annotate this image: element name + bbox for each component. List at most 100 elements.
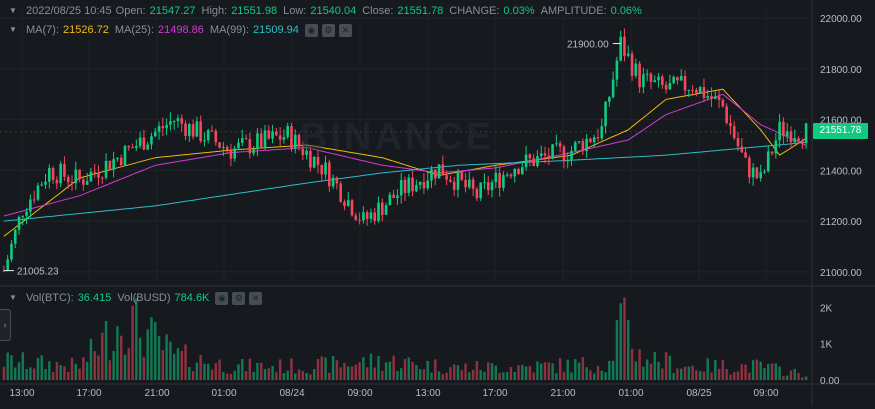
candle-body	[630, 53, 634, 76]
candle-body	[471, 179, 475, 189]
volume-bar	[702, 371, 706, 380]
volume-bar	[710, 372, 713, 380]
candle-body	[536, 156, 539, 166]
volume-bar	[490, 363, 494, 380]
volume-bar	[505, 372, 509, 380]
ma-legend: ▼ MA(7): 21526.72 MA(25): 21498.86 MA(99…	[0, 22, 356, 38]
candle-body	[195, 121, 199, 137]
candle-body	[184, 123, 187, 136]
collapse-legend-icon[interactable]: ▼	[9, 6, 17, 15]
volume-bar	[574, 359, 577, 380]
volume-bar	[608, 360, 611, 380]
candle-body	[165, 124, 168, 129]
volume-bar	[513, 371, 516, 380]
candle-body	[93, 171, 97, 173]
candle-body	[638, 63, 641, 88]
candle-body	[399, 180, 403, 196]
candle-body	[729, 122, 732, 127]
candle-body	[600, 126, 604, 139]
candle-body	[25, 211, 28, 216]
candle-body	[785, 131, 789, 137]
candle-body	[577, 141, 581, 143]
ma99-value: 21509.94	[253, 24, 299, 36]
candle-body	[369, 212, 373, 219]
candle-body	[679, 76, 683, 81]
volume-bar	[793, 368, 796, 380]
volume-bar	[320, 356, 323, 380]
vol-settings-icon[interactable]: ⚙	[232, 291, 246, 305]
ma-line-ma7	[3, 88, 807, 237]
volume-legend: ▼ Vol(BTC): 36.415 Vol(BUSD) 784.6K ◉ ⚙ …	[0, 290, 266, 306]
collapse-ma-icon[interactable]: ▼	[9, 25, 17, 34]
settings-icon[interactable]: ⚙	[321, 23, 335, 37]
candle-body	[611, 79, 615, 98]
close-icon[interactable]: ✕	[338, 23, 352, 37]
volume-bar	[339, 367, 342, 380]
volume-bar	[483, 371, 486, 380]
candle-body	[6, 259, 9, 271]
candle-body	[740, 146, 744, 153]
volume-bar	[59, 365, 62, 380]
volume-bar	[358, 362, 361, 380]
high-label: High:	[201, 5, 228, 17]
volume-bar	[362, 357, 365, 380]
volume-bar	[207, 363, 210, 380]
volume-bar	[426, 360, 429, 380]
volume-bar	[278, 359, 282, 380]
candle-body	[48, 168, 51, 182]
collapse-volume-icon[interactable]: ▼	[9, 293, 17, 302]
volume-bar	[154, 321, 157, 380]
volume-bar	[176, 348, 180, 380]
ma-line-ma99	[3, 142, 807, 222]
volume-bar	[123, 354, 127, 380]
candle-body	[475, 188, 479, 199]
volume-bar	[282, 373, 286, 380]
candle-body	[36, 185, 40, 200]
volume-bar	[770, 363, 774, 380]
candle-body	[252, 149, 255, 154]
candle-body	[70, 182, 74, 184]
candle-body	[445, 175, 448, 180]
candle-body	[793, 138, 797, 143]
vol-close-icon[interactable]: ✕	[249, 291, 263, 305]
price-tick-label: 21400.00	[820, 166, 862, 177]
candle-body	[180, 118, 184, 124]
candle-body	[248, 139, 252, 154]
volume-bar	[804, 376, 808, 380]
volume-bar	[10, 355, 13, 380]
candle-body	[407, 177, 411, 193]
candle-body	[229, 150, 233, 159]
volume-bar	[112, 351, 115, 380]
open-label: Open:	[115, 5, 146, 17]
candle-body	[282, 137, 286, 140]
volume-bar	[664, 352, 668, 380]
volume-bar	[290, 358, 293, 380]
candle-body	[119, 157, 123, 166]
vol-eye-icon[interactable]: ◉	[215, 291, 229, 305]
candle-body	[225, 147, 229, 151]
candle-body	[713, 96, 717, 99]
candle-body	[626, 53, 630, 56]
eye-icon[interactable]: ◉	[304, 23, 318, 37]
volume-bar	[25, 369, 28, 380]
candle-body	[422, 181, 426, 189]
candle-body	[108, 160, 112, 170]
candle-body	[240, 138, 244, 143]
volume-bar	[744, 364, 747, 380]
candle-body	[744, 152, 747, 158]
volume-bar	[801, 377, 804, 380]
volume-bar	[468, 372, 471, 380]
candle-body	[676, 76, 679, 81]
vol-busd-label: Vol(BUSD)	[117, 292, 171, 304]
candle-body	[573, 142, 577, 151]
candle-body	[157, 126, 161, 132]
volume-bar	[672, 373, 675, 380]
candle-body	[328, 162, 331, 187]
volume-bar	[585, 367, 588, 380]
candle-body	[437, 164, 441, 179]
volume-bar	[131, 305, 134, 380]
volume-bar	[638, 349, 641, 380]
expand-panel-handle[interactable]: ›	[0, 309, 11, 341]
